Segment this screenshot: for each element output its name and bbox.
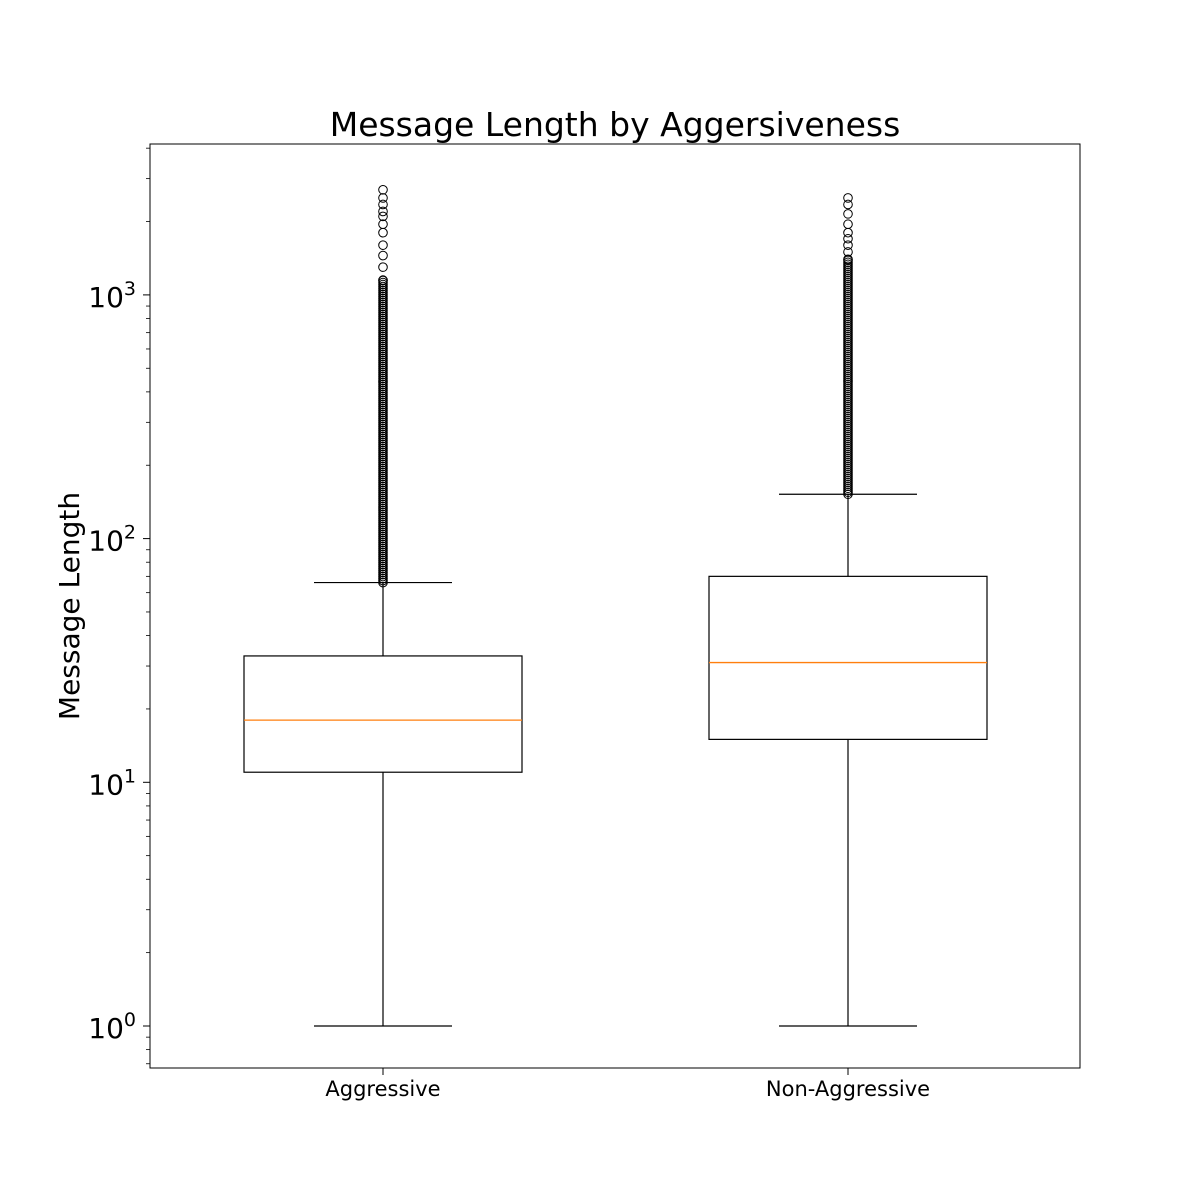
y-tick-label: 101 (88, 765, 136, 801)
outlier-point (378, 250, 388, 261)
outlier-point (843, 227, 853, 238)
x-tick-label: Non-Aggressive (766, 1077, 930, 1101)
y-tick-label: 100 (88, 1009, 136, 1045)
outlier-point (378, 227, 388, 238)
y-tick-exponent: 1 (124, 765, 136, 787)
y-tick-base: 10 (88, 525, 124, 558)
y-tick-label: 102 (88, 522, 136, 558)
iqr-box (708, 575, 988, 740)
outlier-point (378, 193, 388, 203)
plot-area (243, 184, 988, 1027)
outlier-point (378, 199, 388, 210)
y-tick-base: 10 (88, 1012, 124, 1045)
outlier-point (843, 240, 853, 250)
outlier-point (843, 219, 853, 230)
y-tick-base: 10 (88, 281, 124, 314)
outlier-point (843, 199, 853, 210)
y-axis-label: Message Length (53, 492, 86, 720)
x-axis: Aggressive Non-Aggressive (325, 1068, 930, 1101)
x-tick-label: Aggressive (325, 1077, 440, 1101)
outlier-point (378, 219, 388, 230)
outlier-point (378, 275, 388, 285)
box-aggressive (243, 184, 523, 1027)
outlier-point (378, 211, 388, 222)
y-tick-exponent: 2 (124, 522, 136, 544)
chart-title: Message Length by Aggersiveness (330, 105, 901, 144)
y-tick-label: 103 (88, 278, 136, 314)
plot-frame (149, 143, 1081, 1069)
y-tick-base: 10 (88, 768, 124, 801)
outlier-point (843, 247, 853, 257)
box-non-aggressive (708, 193, 988, 1027)
outliers (378, 184, 388, 588)
outlier-point (378, 240, 388, 250)
outlier-point (378, 206, 388, 217)
y-tick-exponent: 3 (124, 278, 136, 300)
outlier-point (843, 233, 853, 244)
outlier-point (843, 254, 853, 265)
iqr-box (243, 655, 523, 773)
outlier-point (378, 184, 388, 195)
y-tick-exponent: 0 (124, 1009, 136, 1031)
outlier-point (843, 209, 853, 219)
outlier-point (378, 262, 388, 272)
outlier-point (843, 193, 853, 203)
outliers (843, 193, 853, 500)
